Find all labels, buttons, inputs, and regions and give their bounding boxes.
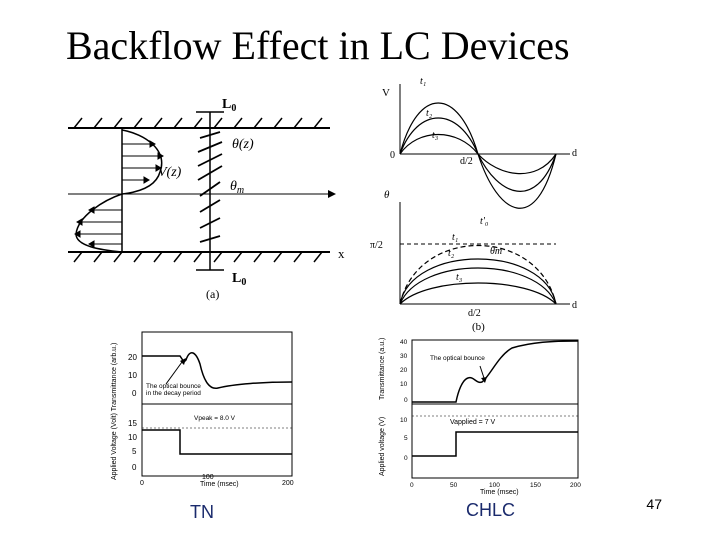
t3-theta-label: t₃ bbox=[456, 272, 463, 283]
x-axis-label: x bbox=[338, 246, 345, 261]
caption-tn: TN bbox=[190, 502, 214, 522]
chlc-ytick-40: 40 bbox=[400, 339, 408, 346]
figure-b-profiles: V 0 d/2 d t₁ t₂ t₃ θ π/2 t'₀ t₁ t₂ θm t₃… bbox=[368, 76, 584, 336]
tn-annotation-2: in the decay period bbox=[146, 390, 201, 397]
panel-b-label: (b) bbox=[472, 321, 485, 333]
tn-ytick-15: 15 bbox=[128, 419, 137, 428]
l0-bottom-label: L0 bbox=[232, 271, 246, 288]
d-half-label: d/2 bbox=[460, 156, 473, 167]
origin-label: 0 bbox=[390, 150, 395, 161]
t1-theta-label: t₁ bbox=[452, 232, 458, 243]
tn-ytick-10b: 10 bbox=[128, 433, 137, 442]
chlc-chart: Transmittance (a.u.) Applied voltage (V)… bbox=[379, 338, 581, 496]
d-bottom-label: d bbox=[572, 300, 577, 311]
panel-a-label: (a) bbox=[206, 287, 219, 301]
figure-a-flow-diagram: x V(z) L0 L0 θ(z) θm (a) bbox=[68, 97, 345, 301]
chlc-ytick-10: 10 bbox=[400, 381, 408, 388]
theta-z-label: θ(z) bbox=[232, 137, 254, 152]
t2-label: t₂ bbox=[426, 108, 433, 119]
chlc-ytick-20: 20 bbox=[400, 367, 408, 374]
t2-theta-label: t₂ bbox=[448, 248, 455, 259]
chlc-annotation: The optical bounce bbox=[430, 355, 485, 362]
chlc-ylabel-bottom: Applied voltage (V) bbox=[379, 417, 386, 476]
tn-xtick-0: 0 bbox=[140, 480, 144, 487]
page-number: 47 bbox=[646, 496, 662, 512]
v-z-label: V(z) bbox=[158, 165, 182, 180]
t1-label: t₁ bbox=[420, 76, 426, 87]
chlc-xtick-150: 150 bbox=[530, 482, 541, 489]
d-half-bottom-label: d/2 bbox=[468, 308, 481, 319]
chlc-xtick-200: 200 bbox=[570, 482, 581, 489]
caption-chlc: CHLC bbox=[466, 500, 516, 520]
tn-xtick-100: 100 bbox=[202, 474, 214, 481]
chlc-xtick-0: 0 bbox=[410, 482, 414, 489]
v-axis-label: V bbox=[382, 87, 390, 99]
t0-label: t'₀ bbox=[480, 216, 489, 227]
chlc-ytick-0: 0 bbox=[404, 397, 408, 404]
tn-ytick-10: 10 bbox=[128, 371, 137, 380]
tn-chart: Applied Voltage (Volt) Transmittance (ar… bbox=[111, 331, 294, 488]
tn-vpeak: Vpeak = 8.0 V bbox=[194, 415, 236, 422]
theta-m-b-label: θm bbox=[490, 246, 502, 257]
chlc-ylabel-top: Transmittance (a.u.) bbox=[379, 338, 386, 400]
l0-top-label: L0 bbox=[222, 97, 236, 114]
chlc-vapplied: Vapplied = 7 V bbox=[450, 419, 496, 426]
pi-half-label: π/2 bbox=[370, 240, 383, 251]
theta-axis-label: θ bbox=[384, 189, 390, 201]
tn-xtick-200: 200 bbox=[282, 480, 294, 487]
tn-ytick-5: 5 bbox=[132, 447, 137, 456]
chlc-ytick-5: 5 bbox=[404, 435, 408, 442]
t3-label: t₃ bbox=[432, 130, 439, 141]
theta-m-label: θm bbox=[230, 179, 244, 196]
tn-ytick-0b: 0 bbox=[132, 463, 137, 472]
chlc-xlabel: Time (msec) bbox=[480, 489, 519, 496]
tn-annotation: The optical bounce bbox=[146, 383, 201, 390]
tn-ytick-0: 0 bbox=[132, 389, 137, 398]
tn-ylabel: Applied Voltage (Volt) Transmittance (ar… bbox=[111, 343, 118, 480]
d-label: d bbox=[572, 148, 577, 159]
tn-xlabel: Time (msec) bbox=[200, 481, 239, 488]
chlc-ytick-10b: 10 bbox=[400, 417, 408, 424]
chlc-ytick-0b: 0 bbox=[404, 455, 408, 462]
chlc-ytick-30: 30 bbox=[400, 353, 408, 360]
chlc-xtick-50: 50 bbox=[450, 482, 458, 489]
slide-title: Backflow Effect in LC Devices bbox=[66, 23, 570, 68]
tn-ytick-20: 20 bbox=[128, 353, 137, 362]
chlc-xtick-100: 100 bbox=[489, 482, 500, 489]
